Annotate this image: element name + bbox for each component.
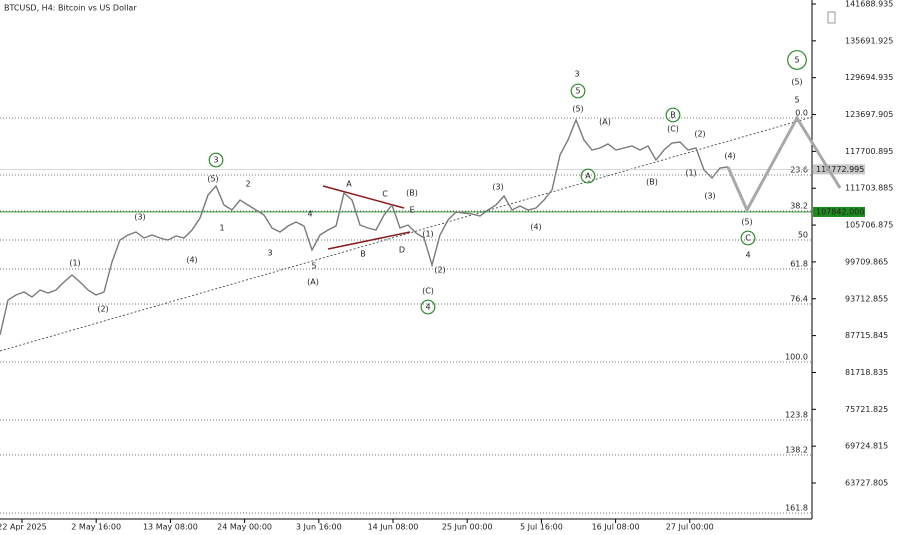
fib-label: 38.2: [790, 202, 808, 211]
y-tick-label: 87715.845: [845, 331, 888, 340]
fib-label: 76.4: [790, 295, 808, 304]
wave-label: 5: [794, 56, 799, 65]
y-tick-label: 63727.805: [845, 479, 888, 488]
wave-circle: [420, 299, 436, 315]
wave-label: 2: [245, 180, 250, 189]
wave-label: (5): [741, 218, 752, 227]
wave-label: (5): [207, 175, 218, 184]
chart-title: BTCUSD, H4: Bitcoin vs US Dollar: [4, 4, 137, 13]
y-tick-label: 69724.815: [845, 442, 888, 451]
price-tag-label: 107842.000: [816, 207, 864, 216]
x-tick-label: 5 Jul 16:00: [520, 523, 563, 532]
wave-label: 1: [219, 224, 224, 233]
projection-line: [726, 115, 842, 214]
wave-label: (B): [406, 189, 418, 198]
wave-label: (2): [97, 305, 108, 314]
x-tick-label: 25 Jun 00:00: [442, 523, 493, 532]
x-tick-label: 13 May 08:00: [143, 523, 198, 532]
fib-label: 161.8: [785, 504, 808, 513]
scroll-icon: [827, 11, 836, 24]
wave-label: (4): [186, 256, 197, 265]
wave-circle: [740, 230, 756, 246]
trend-line: [0, 116, 813, 352]
wave-label: (C): [422, 287, 434, 296]
wave-label: (3): [704, 192, 715, 201]
wave-label: 5: [311, 262, 316, 271]
wave-label: B: [360, 250, 366, 259]
y-tick-label: 75721.825: [845, 405, 888, 414]
x-tick-label: 27 Jul 00:00: [666, 523, 714, 532]
price-tag: [813, 164, 865, 175]
wave-label: (B): [646, 178, 658, 187]
wave-label: D: [399, 246, 405, 255]
wave-circle: [787, 50, 807, 70]
x-tick-label: 14 Jun 08:00: [368, 523, 419, 532]
y-tick-label: 129694.935: [845, 73, 893, 82]
wave-circle: [580, 168, 596, 184]
wave-label: 5: [794, 96, 799, 105]
wave-label: (A): [307, 278, 319, 287]
wave-label: 3: [213, 156, 218, 165]
wave-label: (5): [791, 78, 802, 87]
wave-label: (4): [530, 223, 541, 232]
y-tick-label: 105706.875: [845, 221, 893, 230]
wave-label: (3): [492, 183, 503, 192]
wave-label: 3: [574, 70, 579, 79]
wave-label: (A): [599, 118, 611, 127]
y-tick-label: 93712.855: [845, 294, 888, 303]
y-tick-label: 141688.935: [845, 0, 893, 9]
wave-label: (2): [434, 266, 445, 275]
wave-circle: [570, 83, 586, 99]
price-tag: [813, 206, 865, 217]
wave-label: 3: [267, 249, 272, 258]
wave-circle: [665, 107, 681, 123]
price-tag-label: 114772.995: [816, 165, 864, 174]
x-tick-label: 16 Jul 08:00: [592, 523, 640, 532]
wave-label: E: [409, 206, 414, 215]
wave-label: B: [670, 111, 676, 120]
wave-label: 4: [425, 303, 430, 312]
fib-label: 123.8: [785, 411, 808, 420]
fib-label: 23.6: [790, 166, 808, 175]
fib-label: 61.8: [790, 260, 808, 269]
price-line: [0, 118, 729, 336]
y-tick-label: 99709.865: [845, 257, 888, 266]
wave-label: (1): [685, 169, 696, 178]
wave-label: 4: [307, 210, 312, 219]
wave-label: 4: [745, 251, 750, 260]
y-tick-label: 123697.905: [845, 110, 893, 119]
fib-label: 0.0: [795, 109, 808, 118]
x-tick-label: 22 Apr 2025: [0, 523, 47, 532]
triangle-upper: [322, 185, 405, 209]
wave-label: (C): [667, 125, 679, 134]
wave-label: (4): [724, 152, 735, 161]
y-tick-label: 117700.895: [845, 147, 893, 156]
wave-label: (1): [69, 259, 80, 268]
fib-label: 138.2: [785, 446, 808, 455]
wave-label: (5): [572, 105, 583, 114]
wave-label: C: [382, 190, 388, 199]
wave-label: (2): [694, 130, 705, 139]
wave-label: A: [346, 180, 352, 189]
wave-label: (1): [422, 230, 433, 239]
wave-label: 5: [575, 87, 580, 96]
y-tick-label: 135691.925: [845, 36, 893, 45]
x-tick-label: 24 May 00:00: [217, 523, 272, 532]
wave-label: C: [745, 234, 751, 243]
y-tick-label: 81718.835: [845, 368, 888, 377]
triangle-lower: [327, 231, 411, 250]
fib-label: 100.0: [785, 353, 808, 362]
x-tick-label: 3 Jun 16:00: [296, 523, 342, 532]
wave-circle: [208, 152, 224, 168]
x-tick-label: 2 May 16:00: [71, 523, 121, 532]
wave-label: A: [585, 172, 591, 181]
wave-label: (3): [134, 213, 145, 222]
y-tick-label: 111703.885: [845, 184, 893, 193]
fib-label: 50: [798, 231, 808, 240]
